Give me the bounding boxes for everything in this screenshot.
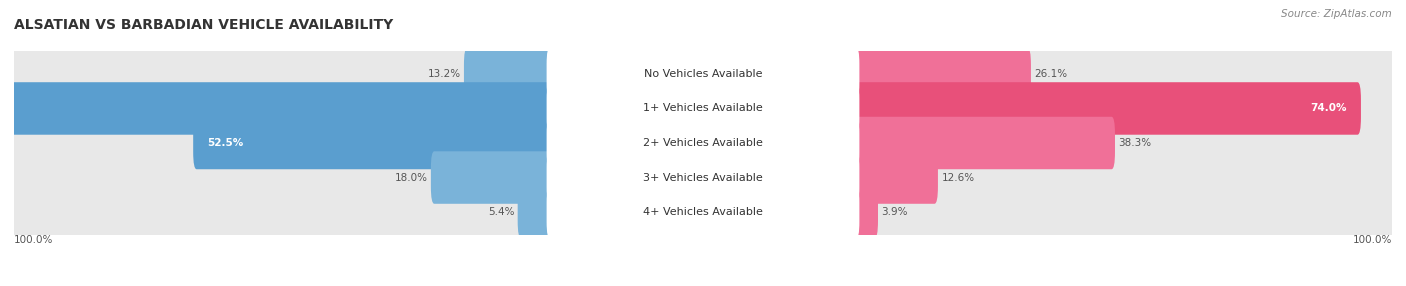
Text: 13.2%: 13.2% xyxy=(427,69,461,79)
Text: 12.6%: 12.6% xyxy=(942,172,974,182)
FancyBboxPatch shape xyxy=(844,186,877,238)
Text: 1+ Vehicles Available: 1+ Vehicles Available xyxy=(643,104,763,114)
Text: No Vehicles Available: No Vehicles Available xyxy=(644,69,762,79)
Text: 18.0%: 18.0% xyxy=(395,172,427,182)
Text: 87.1%: 87.1% xyxy=(0,104,6,114)
FancyBboxPatch shape xyxy=(547,82,859,135)
Text: 3+ Vehicles Available: 3+ Vehicles Available xyxy=(643,172,763,182)
FancyBboxPatch shape xyxy=(517,186,562,238)
Text: 38.3%: 38.3% xyxy=(1118,138,1152,148)
Text: ALSATIAN VS BARBADIAN VEHICLE AVAILABILITY: ALSATIAN VS BARBADIAN VEHICLE AVAILABILI… xyxy=(14,19,394,33)
Text: 74.0%: 74.0% xyxy=(1310,104,1347,114)
Text: 3.9%: 3.9% xyxy=(882,207,908,217)
FancyBboxPatch shape xyxy=(844,48,1031,100)
FancyBboxPatch shape xyxy=(193,117,562,169)
Text: 100.0%: 100.0% xyxy=(1353,235,1392,245)
FancyBboxPatch shape xyxy=(547,47,859,101)
FancyBboxPatch shape xyxy=(844,82,1361,135)
FancyBboxPatch shape xyxy=(13,67,1393,150)
FancyBboxPatch shape xyxy=(13,136,1393,219)
FancyBboxPatch shape xyxy=(844,151,938,204)
Text: 2+ Vehicles Available: 2+ Vehicles Available xyxy=(643,138,763,148)
FancyBboxPatch shape xyxy=(13,102,1393,184)
FancyBboxPatch shape xyxy=(13,33,1393,115)
FancyBboxPatch shape xyxy=(430,151,562,204)
FancyBboxPatch shape xyxy=(547,185,859,239)
Text: 5.4%: 5.4% xyxy=(488,207,515,217)
Text: Source: ZipAtlas.com: Source: ZipAtlas.com xyxy=(1281,9,1392,19)
Text: 4+ Vehicles Available: 4+ Vehicles Available xyxy=(643,207,763,217)
FancyBboxPatch shape xyxy=(844,117,1115,169)
Text: 52.5%: 52.5% xyxy=(207,138,243,148)
FancyBboxPatch shape xyxy=(547,151,859,204)
FancyBboxPatch shape xyxy=(13,171,1393,253)
FancyBboxPatch shape xyxy=(464,48,562,100)
FancyBboxPatch shape xyxy=(0,82,562,135)
Text: 26.1%: 26.1% xyxy=(1035,69,1067,79)
Text: 100.0%: 100.0% xyxy=(14,235,53,245)
FancyBboxPatch shape xyxy=(547,116,859,170)
